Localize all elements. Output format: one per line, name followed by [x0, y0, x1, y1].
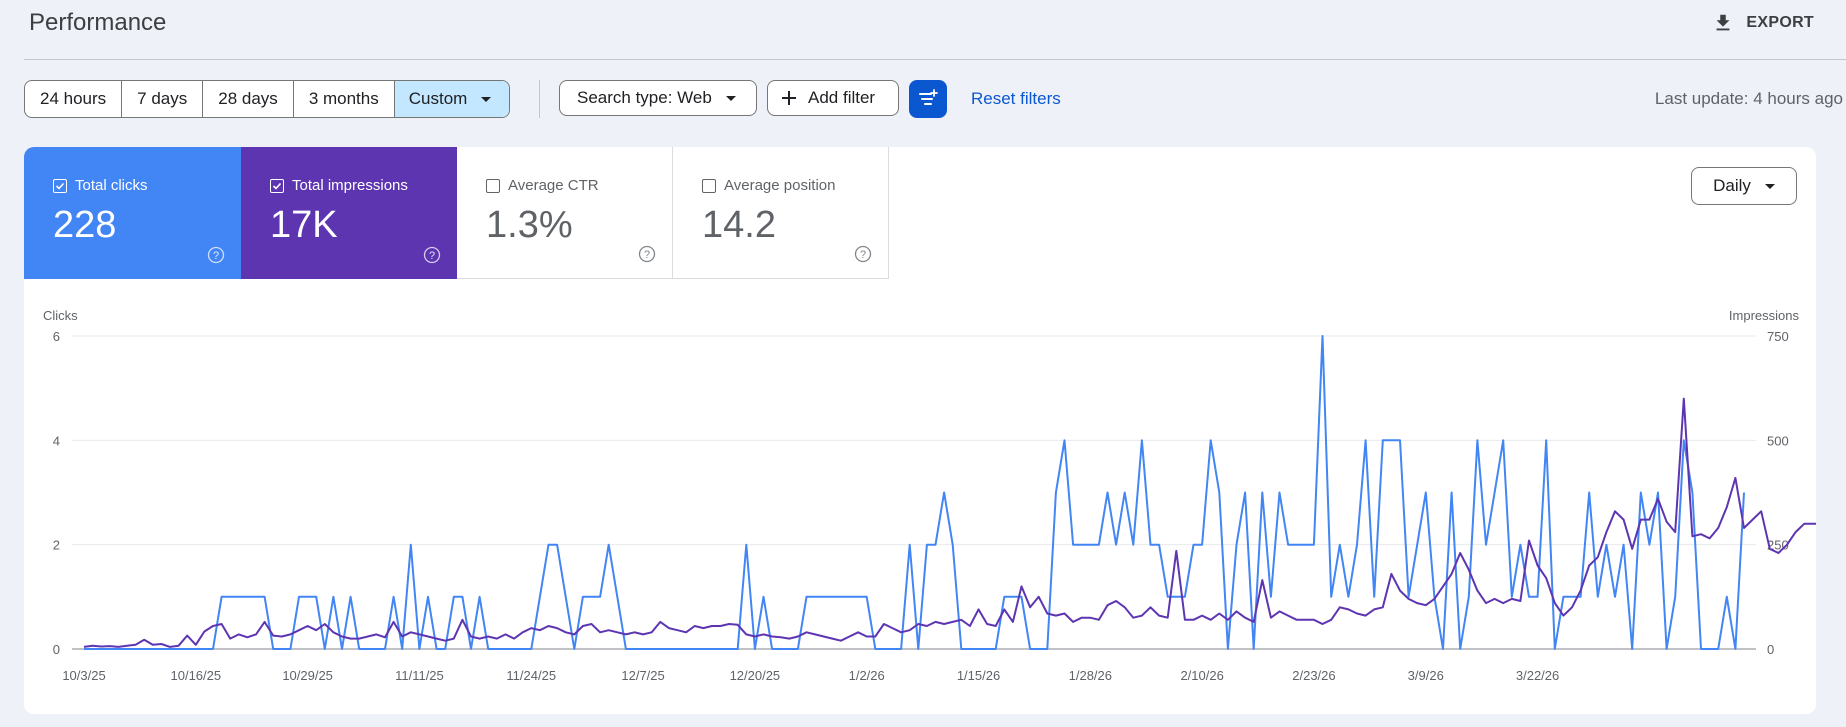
- range-7-days[interactable]: 7 days: [122, 81, 204, 117]
- export-button[interactable]: EXPORT: [1712, 12, 1814, 34]
- dropdown-caret-icon: [725, 95, 736, 101]
- export-label: EXPORT: [1746, 14, 1814, 31]
- range-24-hours[interactable]: 24 hours: [25, 81, 123, 117]
- add-filter-button[interactable]: Add filter: [767, 80, 899, 116]
- range-custom[interactable]: Custom: [394, 81, 510, 117]
- help-icon[interactable]: ?: [423, 246, 441, 264]
- help-icon[interactable]: ?: [207, 246, 225, 264]
- x-tick-label: 11/24/25: [506, 668, 556, 683]
- range-custom-label: Custom: [408, 89, 468, 108]
- x-tick-label: 2/10/26: [1180, 668, 1223, 683]
- x-tick-label: 10/29/25: [282, 668, 333, 683]
- performance-card: Total clicks 228 ? Total impressions 17K…: [24, 147, 1816, 714]
- x-tick-label: 11/11/25: [395, 668, 444, 683]
- date-range-selector: 24 hours 7 days 28 days 3 months Custom: [24, 80, 511, 118]
- svg-text:?: ?: [213, 250, 219, 262]
- filter-settings-button[interactable]: [909, 80, 947, 118]
- svg-text:?: ?: [429, 250, 435, 262]
- x-tick-label: 3/9/26: [1408, 668, 1444, 683]
- range-3-months[interactable]: 3 months: [294, 81, 395, 117]
- y-tick-label-left: 4: [53, 433, 60, 448]
- metric-average-position[interactable]: Average position 14.2 ?: [673, 147, 889, 279]
- x-tick-label: 1/28/26: [1069, 668, 1112, 683]
- metric-average-ctr[interactable]: Average CTR 1.3% ?: [457, 147, 673, 279]
- y-tick-label-right: 0: [1767, 642, 1774, 657]
- y-axis-label-left: Clicks: [43, 308, 78, 323]
- help-icon[interactable]: ?: [638, 245, 656, 263]
- download-icon: [1716, 14, 1730, 31]
- y-tick-label-right: 750: [1767, 329, 1789, 344]
- help-icon[interactable]: ?: [854, 245, 872, 263]
- x-tick-label: 12/20/25: [730, 668, 781, 683]
- dropdown-caret-icon: [481, 96, 492, 102]
- search-type-chip[interactable]: Search type: Web: [559, 80, 757, 116]
- add-filter-label: Add filter: [808, 88, 876, 107]
- metric-value: 17K: [270, 204, 338, 246]
- header-divider: [24, 59, 1846, 60]
- series-line-total-impressions: [83, 397, 1816, 648]
- y-tick-label-left: 0: [53, 642, 60, 657]
- checkbox-unchecked-icon[interactable]: [486, 178, 500, 193]
- x-tick-label: 3/22/26: [1516, 668, 1559, 683]
- last-update-text: Last update: 4 hours ago: [1654, 89, 1843, 108]
- metric-label: Total impressions: [292, 177, 408, 194]
- x-tick-label: 1/2/26: [849, 668, 885, 683]
- x-tick-label: 1/15/26: [957, 668, 1000, 683]
- search-type-label: Search type: Web: [577, 88, 712, 107]
- checkbox-checked-icon[interactable]: [53, 178, 67, 193]
- metric-value: 14.2: [702, 204, 776, 246]
- filter-settings-icon: [919, 89, 938, 105]
- series-line-total-clicks: [84, 335, 1745, 650]
- x-tick-label: 12/7/25: [621, 668, 664, 683]
- metric-label: Average CTR: [508, 177, 599, 194]
- metric-value: 1.3%: [486, 204, 573, 246]
- y-tick-label-left: 2: [53, 538, 60, 553]
- checkbox-unchecked-icon[interactable]: [702, 178, 716, 193]
- x-tick-label: 10/3/25: [62, 668, 105, 683]
- y-tick-label-right: 500: [1767, 433, 1789, 448]
- granularity-dropdown[interactable]: Daily: [1691, 167, 1797, 205]
- x-tick-label: 2/23/26: [1292, 668, 1335, 683]
- dropdown-caret-icon: [1764, 183, 1775, 189]
- metric-label: Total clicks: [75, 177, 148, 194]
- granularity-label: Daily: [1713, 176, 1751, 195]
- svg-text:?: ?: [644, 249, 650, 261]
- reset-filters-link[interactable]: Reset filters: [971, 89, 1061, 108]
- x-tick-label: 10/16/25: [171, 668, 222, 683]
- metric-label: Average position: [724, 177, 836, 194]
- metric-total-clicks[interactable]: Total clicks 228 ?: [24, 147, 241, 279]
- metric-value: 228: [53, 204, 117, 246]
- page-title: Performance: [29, 9, 167, 36]
- range-28-days[interactable]: 28 days: [203, 81, 294, 117]
- y-tick-label-left: 6: [53, 329, 60, 344]
- toolbar-divider: [539, 80, 540, 118]
- y-axis-label-right: Impressions: [1729, 308, 1800, 323]
- checkbox-checked-icon[interactable]: [270, 178, 284, 193]
- plus-icon: [782, 91, 796, 105]
- svg-text:?: ?: [860, 249, 866, 261]
- metric-total-impressions[interactable]: Total impressions 17K ?: [241, 147, 457, 279]
